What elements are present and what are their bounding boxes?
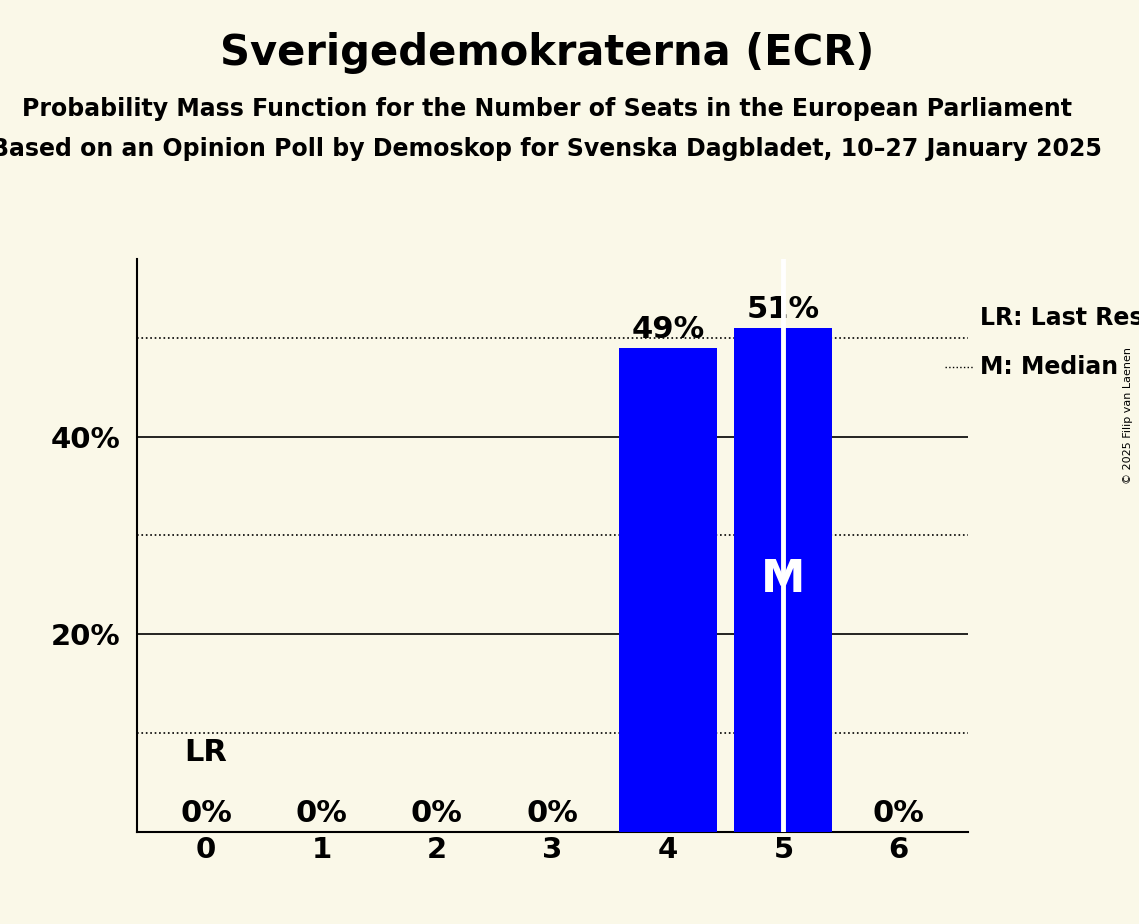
Text: 0%: 0% <box>295 798 347 828</box>
Bar <box>735 328 833 832</box>
Text: M: Median: M: Median <box>980 356 1117 380</box>
Text: 0%: 0% <box>180 798 232 828</box>
Text: LR: LR <box>185 738 228 767</box>
Text: 51%: 51% <box>747 295 820 324</box>
Text: 49%: 49% <box>631 315 705 344</box>
Text: Sverigedemokraterna (ECR): Sverigedemokraterna (ECR) <box>220 32 874 74</box>
Text: LR: Last Result: LR: Last Result <box>980 306 1139 330</box>
Text: Probability Mass Function for the Number of Seats in the European Parliament: Probability Mass Function for the Number… <box>22 97 1072 121</box>
Text: 0%: 0% <box>411 798 462 828</box>
Text: M: M <box>761 558 805 602</box>
Text: © 2025 Filip van Laenen: © 2025 Filip van Laenen <box>1123 347 1133 484</box>
Bar <box>618 347 716 832</box>
Text: Based on an Opinion Poll by Demoskop for Svenska Dagbladet, 10–27 January 2025: Based on an Opinion Poll by Demoskop for… <box>0 137 1103 161</box>
Text: 0%: 0% <box>526 798 579 828</box>
Text: 0%: 0% <box>872 798 925 828</box>
